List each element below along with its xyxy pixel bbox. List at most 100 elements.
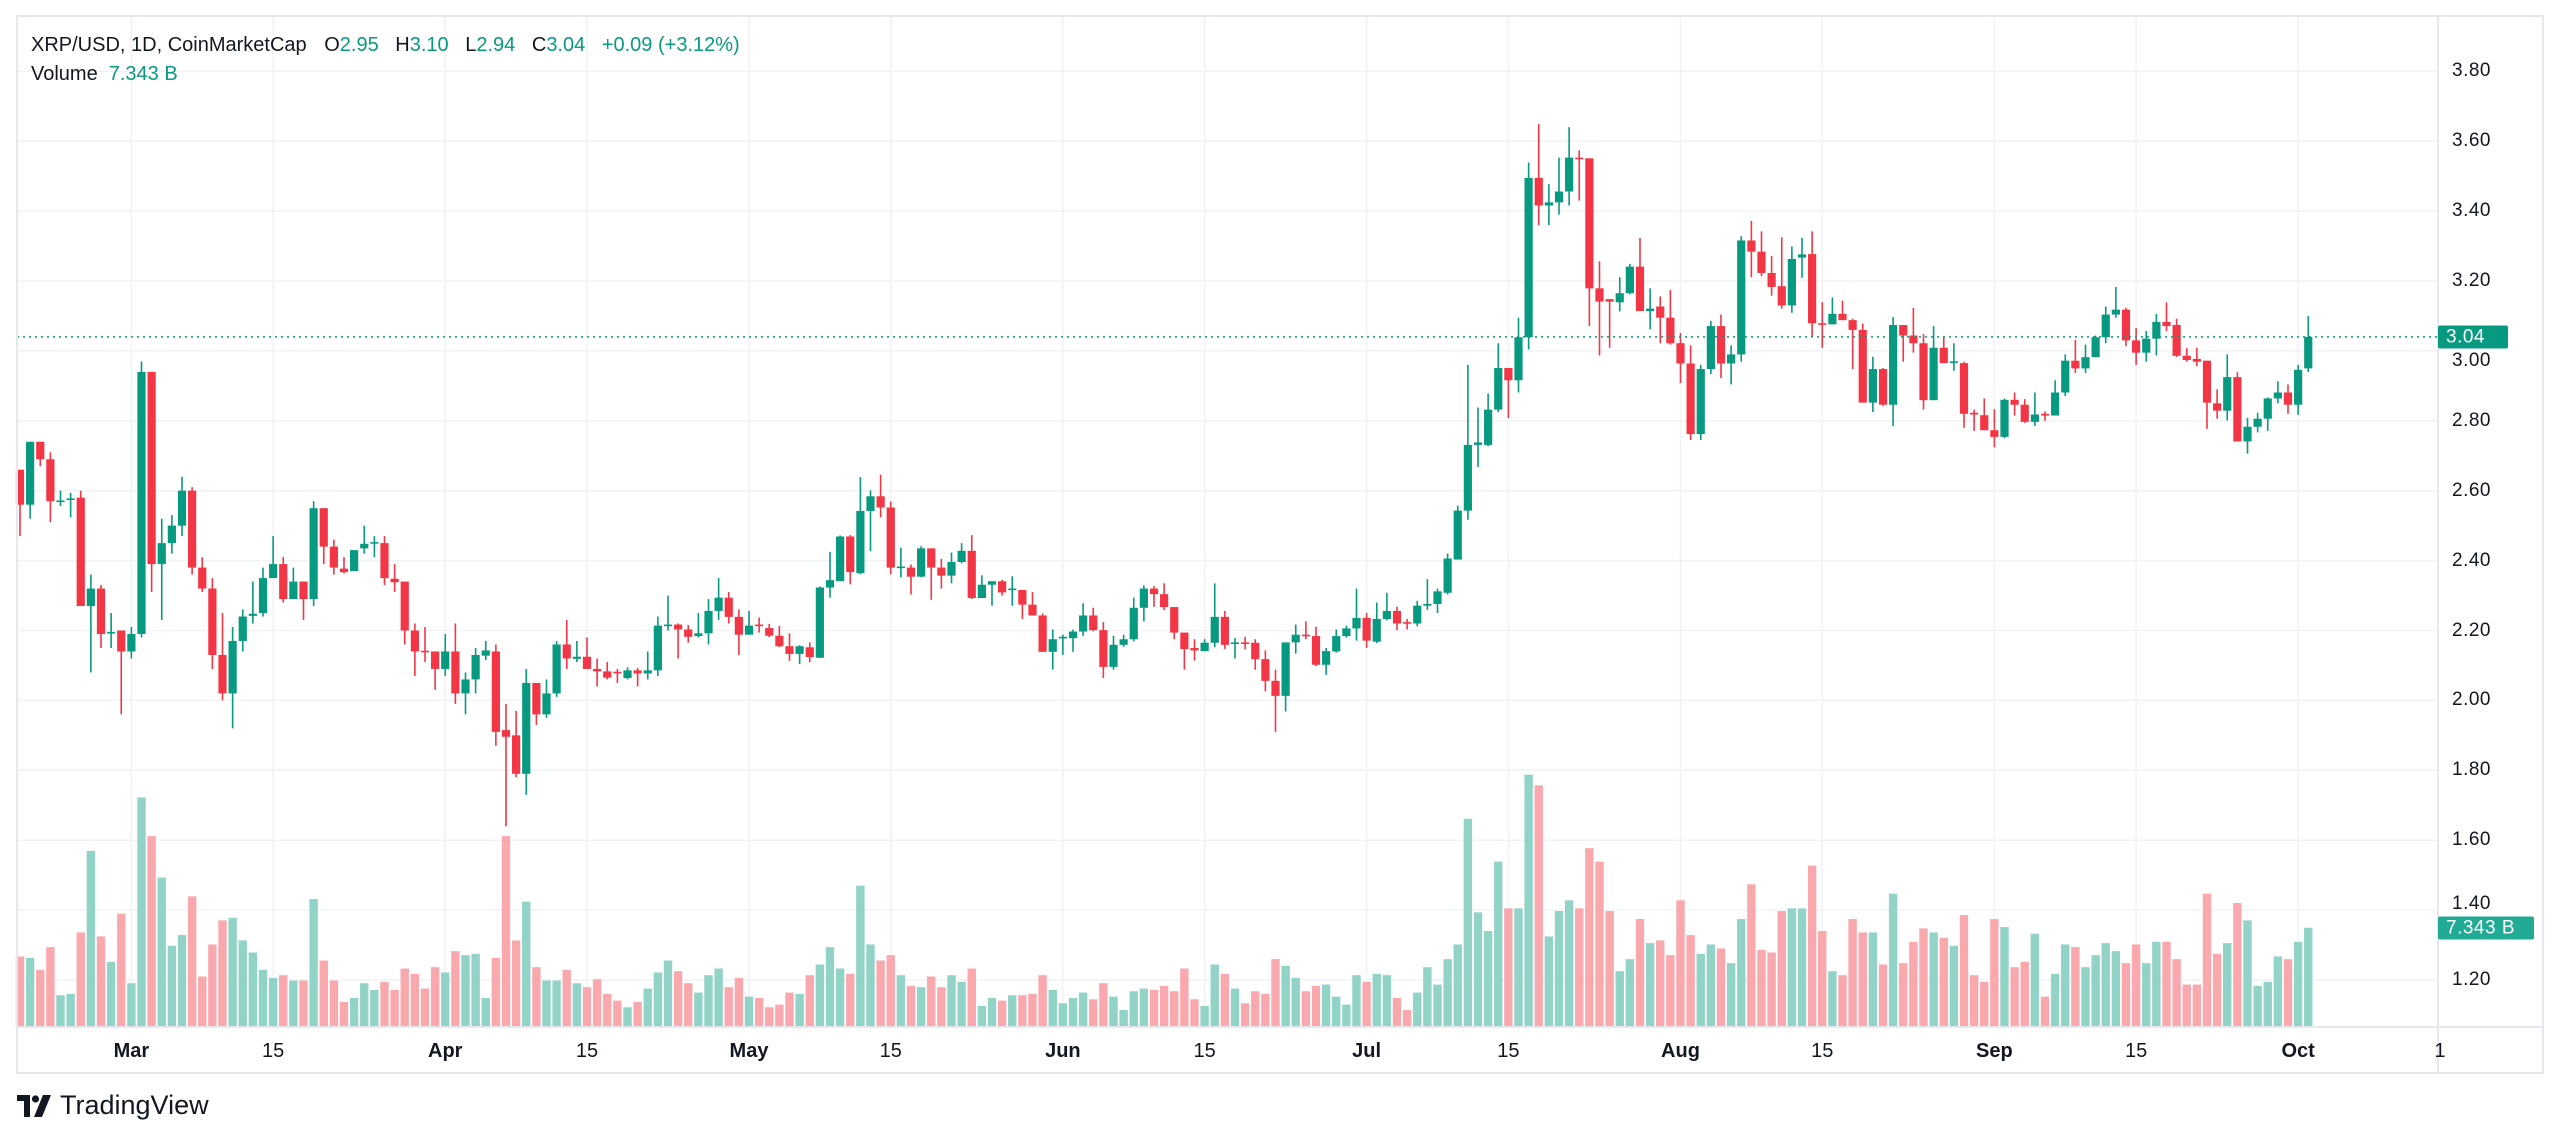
volume-bar <box>137 797 146 1026</box>
price-tick-label: 1.60 <box>2452 829 2491 851</box>
volume-bar <box>1463 818 1473 1026</box>
candle-body <box>1737 240 1746 355</box>
candle-body <box>147 371 156 565</box>
volume-bar <box>1473 912 1483 1026</box>
volume-value: 7.343 B <box>108 63 178 85</box>
tradingview-logo[interactable]: TradingView <box>17 1090 209 1121</box>
volume-bar <box>2050 973 2060 1026</box>
candle-body <box>856 510 865 574</box>
volume-bar <box>582 987 592 1026</box>
volume-bar <box>967 968 976 1026</box>
candle-body <box>2172 325 2181 356</box>
volume-bar <box>1402 1009 1412 1026</box>
volume-bar <box>1321 984 1331 1026</box>
volume-bar <box>1068 997 1078 1026</box>
volume-bar <box>1848 919 1857 1026</box>
candle-body <box>1534 177 1543 206</box>
candle-body <box>228 640 237 694</box>
time-tick-label: Mar <box>113 1040 150 1062</box>
volume-bar <box>633 1001 642 1026</box>
candle-body <box>350 550 359 572</box>
volume-bar <box>1828 971 1837 1026</box>
candle-body <box>1656 306 1665 318</box>
candle-body <box>2142 338 2151 353</box>
volume-bar <box>157 877 166 1026</box>
candle-body <box>1494 368 1503 410</box>
volume-bar <box>1990 919 1999 1026</box>
volume-bar <box>663 960 673 1026</box>
candle-body <box>1403 622 1412 624</box>
time-tick-label: Jul <box>1352 1040 1382 1062</box>
candle-body <box>1585 158 1594 289</box>
candle-body <box>1757 251 1766 273</box>
change-value: +0.09 (+3.12%) <box>601 34 740 56</box>
candle-body <box>1281 642 1290 696</box>
candle-body <box>593 668 602 672</box>
volume-bar <box>1342 1004 1351 1026</box>
volume-bar <box>592 979 602 1026</box>
candle-body <box>2202 360 2212 403</box>
time-tick-label: 1 <box>2434 1040 2446 1062</box>
candle-body <box>218 654 227 694</box>
candle-body <box>1565 157 1574 192</box>
volume-bar <box>2223 943 2232 1026</box>
volume-bar <box>2273 956 2283 1026</box>
volume-bar <box>1291 977 1300 1026</box>
volume-bar <box>2172 959 2181 1026</box>
volume-bar <box>1615 971 1624 1026</box>
candle-body <box>2253 418 2262 427</box>
volume-bar <box>1726 963 1736 1026</box>
candle-body <box>1524 177 1533 338</box>
candle-body <box>714 597 723 611</box>
volume-bar <box>360 983 369 1026</box>
candle-body <box>795 646 804 654</box>
volume-bar <box>1159 985 1169 1026</box>
candle-body <box>400 581 409 631</box>
symbol-title[interactable]: XRP/USD, 1D, CoinMarketCap <box>31 34 307 56</box>
volume-bar <box>2182 984 2191 1026</box>
candle-body <box>1109 644 1118 667</box>
volume-bars <box>15 774 2313 1026</box>
candle-body <box>1615 293 1624 303</box>
low-label: L <box>465 34 477 56</box>
candle-body <box>127 633 136 652</box>
candle-body <box>957 550 966 562</box>
volume-bar <box>1311 985 1321 1026</box>
candle-body <box>886 507 895 568</box>
time-tick-label: May <box>729 1040 769 1062</box>
volume-bar <box>349 997 359 1026</box>
candle-body <box>744 625 754 635</box>
time-tick-label: 15 <box>262 1040 285 1062</box>
candle-body <box>329 546 338 568</box>
volume-label[interactable]: Volume <box>31 63 98 85</box>
volume-bar <box>1716 948 1726 1026</box>
symbol-legend: XRP/USD, 1D, CoinMarketCap O2.95 H3.10 L… <box>31 33 751 57</box>
volume-bar <box>2111 951 2121 1026</box>
candle-body <box>1322 651 1331 665</box>
candle-body <box>1119 639 1128 645</box>
volume-bar <box>1645 943 1655 1026</box>
volume-bar <box>1676 900 1685 1026</box>
candle-body <box>1089 615 1098 631</box>
candle-body <box>248 613 257 616</box>
candle-body <box>46 459 55 502</box>
candle-body <box>1868 369 1877 403</box>
high-value: 3.10 <box>409 34 449 56</box>
candle-body <box>1635 266 1645 312</box>
candle-body <box>694 633 703 637</box>
volume-bar <box>1757 949 1766 1026</box>
volume-bar <box>704 975 713 1026</box>
candle-body <box>2040 413 2050 416</box>
volume-bar <box>876 960 885 1026</box>
candle-body <box>1271 680 1280 696</box>
volume-bar <box>1149 989 1159 1026</box>
candle-body <box>1929 347 1938 401</box>
candle-body <box>1008 588 1017 591</box>
open-label: O <box>324 34 340 56</box>
candle-body <box>1180 632 1189 650</box>
candle-body <box>633 670 642 674</box>
volume-bar <box>2020 961 2029 1026</box>
volume-bar <box>2202 893 2212 1026</box>
candle-body <box>1666 317 1675 344</box>
